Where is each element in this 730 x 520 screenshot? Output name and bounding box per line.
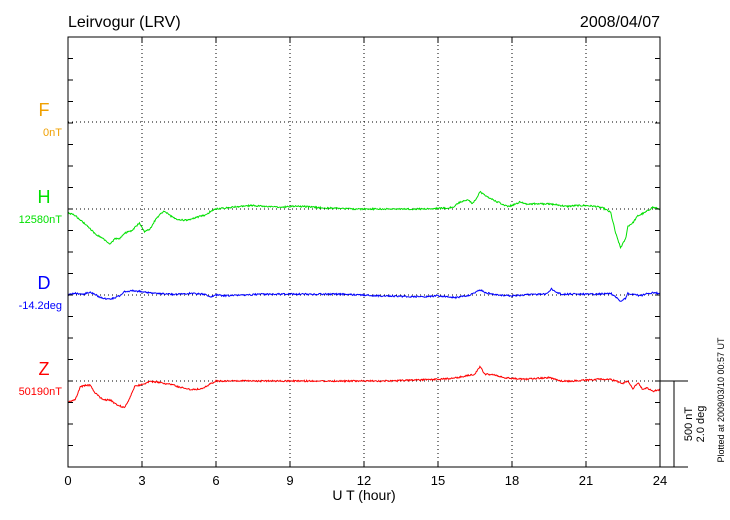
scale-label: 500 nT <box>683 407 695 442</box>
series-name-f: F <box>39 100 50 120</box>
series-name-d: D <box>38 273 51 293</box>
x-tick-label: 9 <box>286 473 293 488</box>
series-labels: F 0nT H 12580nT D -14.2deg Z 50190nT <box>19 100 63 398</box>
x-tick-label: 21 <box>579 473 593 488</box>
x-tick-label: 6 <box>212 473 219 488</box>
chart-title: Leirvogur (LRV) <box>68 14 181 31</box>
x-tick-label: 3 <box>138 473 145 488</box>
series-line-h <box>67 190 661 250</box>
scale-label-deg: 2.0 deg <box>695 406 707 443</box>
scale-bar: 500 nT 2.0 deg <box>660 380 707 468</box>
x-axis-ticks: 0 3 6 9 12 15 18 21 24 <box>64 36 667 488</box>
series-baseline-d: -14.2deg <box>19 300 62 312</box>
series-line-z <box>67 365 661 409</box>
data-traces <box>67 190 661 409</box>
series-baseline-z: 50190nT <box>19 386 63 398</box>
gridlines <box>68 37 660 467</box>
x-tick-label: 0 <box>64 473 71 488</box>
chart-date: 2008/04/07 <box>580 14 660 31</box>
x-tick-label: 12 <box>357 473 371 488</box>
series-name-z: Z <box>39 359 50 379</box>
series-line-d <box>67 287 661 302</box>
x-tick-label: 24 <box>653 473 667 488</box>
series-baseline-f: 0nT <box>43 127 62 139</box>
x-tick-label: 18 <box>505 473 519 488</box>
plot-timestamp: Plotted at 2009/03/10 00:57 UT <box>716 337 726 463</box>
series-baseline-h: 12580nT <box>19 214 63 226</box>
series-name-h: H <box>38 187 51 207</box>
x-tick-label: 15 <box>431 473 445 488</box>
x-axis-label: U T (hour) <box>332 487 395 503</box>
